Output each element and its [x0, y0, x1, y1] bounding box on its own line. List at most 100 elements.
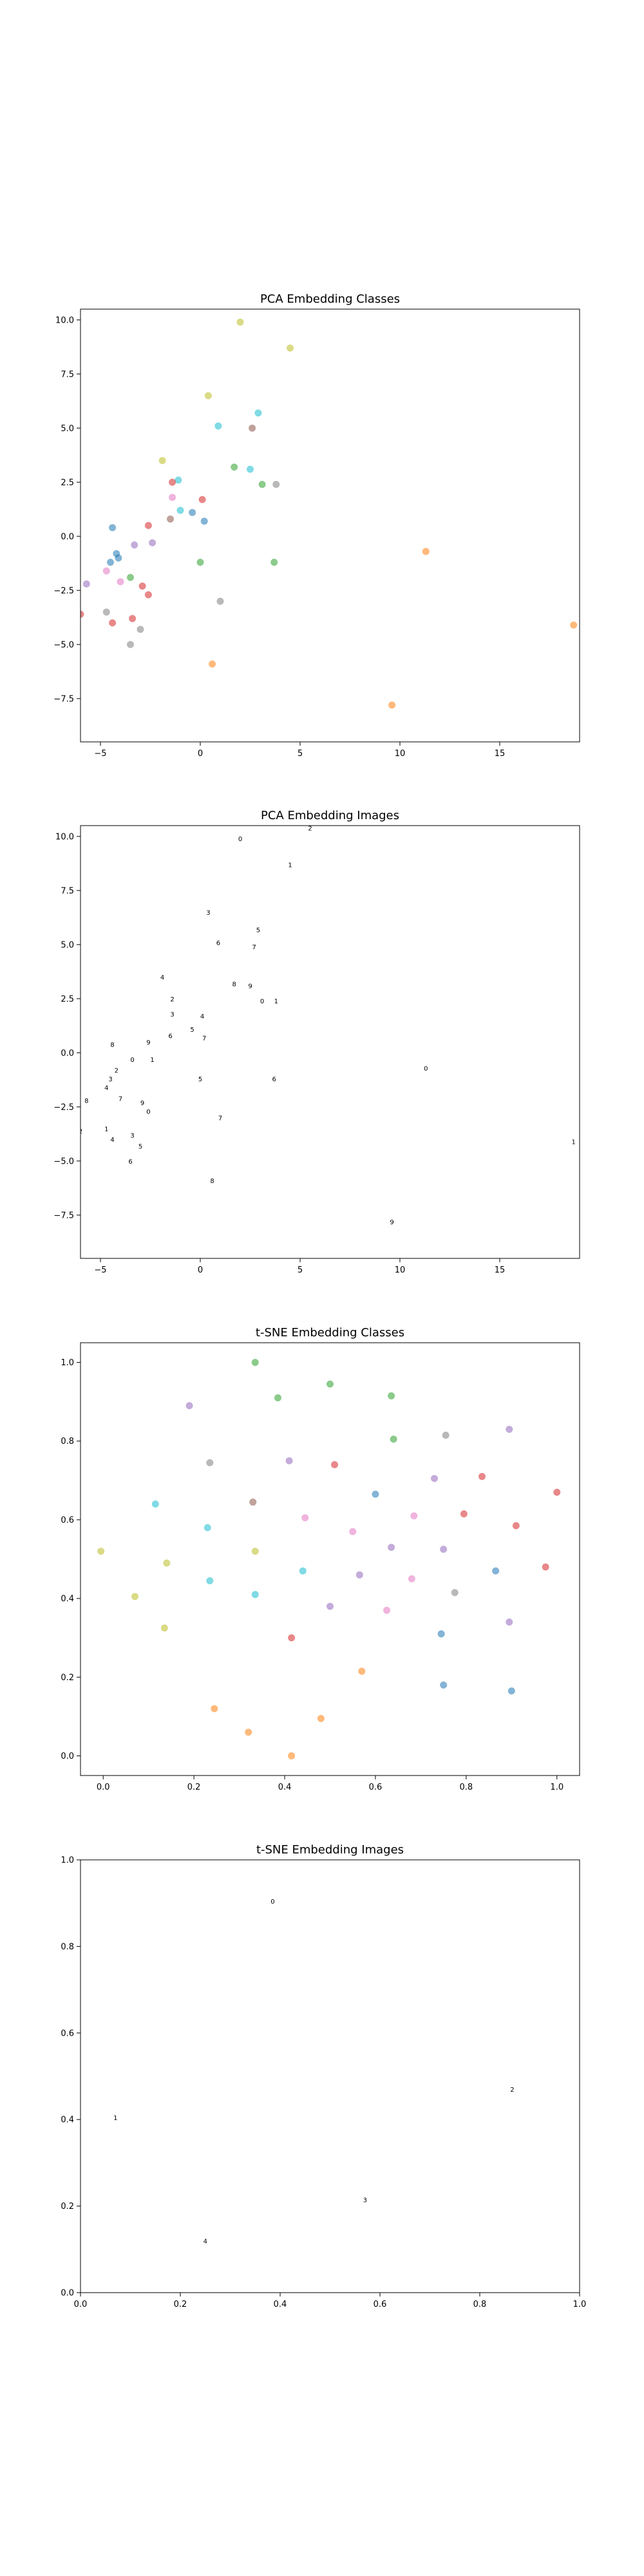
scatter-point [204, 1524, 211, 1531]
y-tick-label: −2.5 [53, 586, 74, 596]
scatter-point [349, 1528, 357, 1535]
scatter-point [117, 578, 124, 586]
scatter-point [387, 1392, 395, 1400]
image-point: 2 [79, 1128, 82, 1135]
scatter-point [383, 1606, 391, 1615]
scatter-point [148, 539, 156, 547]
scatter-point [97, 1548, 105, 1555]
scatter-point [410, 1512, 418, 1520]
chart-title: PCA Embedding Images [261, 809, 399, 822]
scatter-point [326, 1380, 334, 1388]
y-tick-label: −7.5 [53, 1211, 74, 1220]
image-point: 8 [110, 1041, 114, 1048]
scatter-point [126, 573, 135, 582]
image-point: 7 [252, 944, 256, 951]
scatter-point [570, 621, 578, 629]
image-point: 5 [198, 1076, 202, 1083]
scatter-point [358, 1667, 366, 1675]
image-point: 4 [204, 2238, 207, 2245]
scatter-point [151, 1500, 159, 1508]
scatter-point [168, 478, 176, 486]
image-point: 2 [115, 1068, 118, 1075]
scatter-point [211, 1705, 218, 1712]
scatter-point [491, 1567, 500, 1575]
plot-frame [80, 1859, 580, 2293]
scatter-point [512, 1522, 520, 1530]
scatter-point [506, 1425, 513, 1434]
image-point: 4 [110, 1137, 114, 1144]
x-tick-label: 0.8 [473, 2300, 487, 2309]
image-point: 2 [308, 825, 312, 832]
x-tick-label: 0 [198, 1265, 203, 1275]
image-point: 0 [130, 1057, 134, 1064]
y-tick-label: 0.2 [61, 2202, 74, 2211]
scatter-point [254, 409, 262, 417]
scatter-point [299, 1567, 307, 1575]
image-point: 9 [146, 1039, 150, 1046]
scatter-point [102, 567, 111, 575]
scatter-point [442, 1431, 450, 1439]
y-tick-label: 10.0 [55, 316, 74, 325]
x-tick-label: 0.8 [460, 1783, 473, 1792]
scatter-point [82, 580, 91, 588]
scatter-point [108, 524, 117, 532]
image-point: 9 [140, 1100, 144, 1107]
image-point: 6 [128, 1159, 132, 1166]
x-tick-label: 10 [395, 1265, 406, 1275]
x-tick-label: 1.0 [550, 1783, 564, 1792]
image-point: 1 [113, 2115, 117, 2122]
scatter-point [175, 476, 182, 484]
scatter-point [439, 1681, 448, 1689]
scatter-point [258, 480, 266, 488]
scatter-point [390, 1435, 397, 1443]
scatter-point [131, 541, 138, 549]
scatter-point [274, 1394, 282, 1402]
scatter-point [506, 1618, 513, 1626]
image-point: 2 [510, 2087, 514, 2094]
image-point: 3 [170, 1011, 174, 1018]
scatter-point [251, 1591, 259, 1598]
x-tick-label: 0 [198, 749, 203, 759]
y-tick-label: 10.0 [55, 832, 74, 842]
image-point: 9 [390, 1219, 393, 1226]
x-tick-label: 0.4 [278, 1783, 292, 1792]
scatter-point [185, 1402, 193, 1410]
scatter-point [166, 515, 175, 523]
scatter-point [285, 1457, 293, 1464]
image-point: 8 [232, 981, 236, 988]
image-point: 2 [170, 996, 174, 1003]
plot-frame [80, 308, 580, 743]
scatter-point [437, 1630, 445, 1638]
scatter-point [144, 591, 153, 599]
scatter-point [115, 554, 122, 562]
image-point: 7 [202, 1035, 206, 1042]
x-tick-label: 10 [395, 749, 406, 759]
image-point: 3 [130, 1132, 134, 1139]
scatter-point [168, 493, 176, 502]
scatter-point [287, 1752, 296, 1760]
scatter-point [246, 465, 254, 473]
chart-title: t-SNE Embedding Classes [256, 1326, 404, 1340]
scatter-point [460, 1510, 468, 1518]
scatter-point [102, 608, 111, 616]
scatter-point [249, 1498, 257, 1506]
image-point: 5 [256, 927, 260, 934]
x-tick-label: 0.2 [187, 1783, 201, 1792]
scatter-point [355, 1571, 363, 1579]
scatter-point [206, 1459, 214, 1467]
x-tick-label: 0.4 [274, 2300, 287, 2309]
scatter-point [439, 1546, 448, 1553]
scatter-point [137, 625, 144, 633]
image-point: 5 [190, 1027, 194, 1034]
scatter-point [387, 1543, 395, 1551]
image-point: 6 [272, 1076, 276, 1083]
y-tick-label: 2.5 [61, 478, 74, 488]
x-tick-label: 0.0 [74, 2300, 88, 2309]
y-tick-label: 0.0 [61, 532, 74, 542]
x-tick-label: −5 [94, 749, 106, 759]
scatter-point [188, 509, 196, 516]
x-tick-label: 0.0 [97, 1783, 110, 1792]
scatter-point [251, 1358, 259, 1367]
